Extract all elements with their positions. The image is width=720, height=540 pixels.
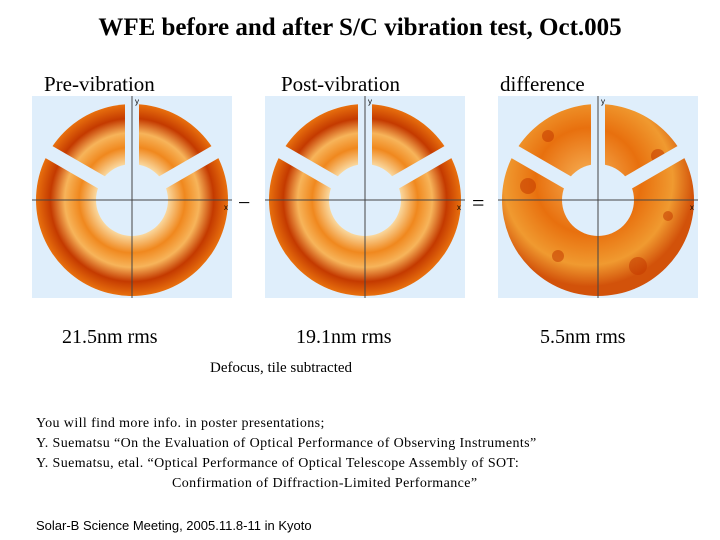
reference-2: Y. Suematsu, etal. “Optical Performance … bbox=[36, 456, 520, 471]
references-block: You will find more info. in poster prese… bbox=[36, 414, 537, 494]
spider-vanes bbox=[507, 98, 689, 207]
slide-title: WFE before and after S/C vibration test,… bbox=[98, 14, 622, 41]
x-axis-label: x bbox=[690, 203, 694, 212]
y-axis-label: y bbox=[368, 97, 372, 106]
y-axis-label: y bbox=[135, 97, 139, 106]
y-axis-label: y bbox=[601, 97, 605, 106]
pre-vibration-rms: 21.5nm rms bbox=[62, 326, 158, 348]
pre-vibration-wfe-map: y x bbox=[32, 96, 232, 298]
difference-label: difference bbox=[500, 72, 585, 96]
references-intro: You will find more info. in poster prese… bbox=[36, 416, 325, 431]
footer-meeting-info: Solar-B Science Meeting, 2005.11.8-11 in… bbox=[36, 518, 312, 533]
difference-speckle bbox=[520, 130, 673, 275]
post-vibration-rms: 19.1nm rms bbox=[296, 326, 392, 348]
post-vibration-wfe-map: y x bbox=[265, 96, 465, 298]
equals-operator: = bbox=[472, 190, 485, 215]
difference-rms: 5.5nm rms bbox=[540, 326, 626, 348]
minus-operator: − bbox=[238, 190, 251, 215]
x-axis-label: x bbox=[224, 203, 228, 212]
x-axis-label: x bbox=[457, 203, 461, 212]
spider-vanes bbox=[274, 98, 456, 207]
pre-vibration-label: Pre-vibration bbox=[44, 72, 155, 96]
reference-2-continued: Confirmation of Diffraction-Limited Perf… bbox=[172, 476, 478, 491]
post-vibration-label: Post-vibration bbox=[281, 72, 400, 96]
difference-wfe-map: y x bbox=[498, 96, 698, 298]
reference-1: Y. Suematsu “On the Evaluation of Optica… bbox=[36, 436, 537, 451]
processing-note: Defocus, tile subtracted bbox=[210, 360, 353, 376]
